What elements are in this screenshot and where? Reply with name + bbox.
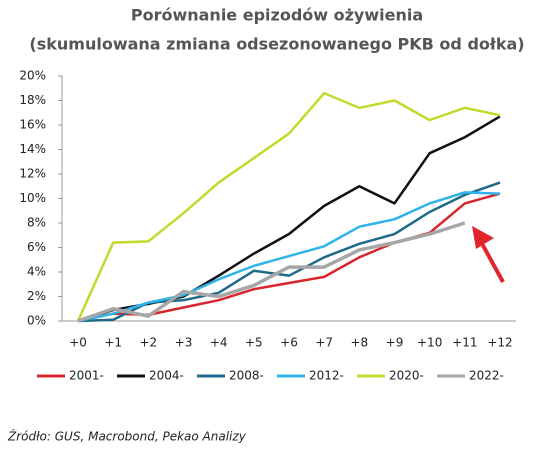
y-tick-label: 0% xyxy=(27,314,46,328)
x-tick-label: +10 xyxy=(417,336,442,350)
legend-label: 2022- xyxy=(469,369,504,383)
series-line xyxy=(77,191,501,323)
series-line xyxy=(76,91,501,322)
arrow-shaft xyxy=(478,239,505,283)
x-tick-label: +11 xyxy=(452,336,477,350)
source: Źródło: GUS, Macrobond, Pekao Analizy xyxy=(7,429,247,444)
x-tick-label: +6 xyxy=(280,336,298,350)
y-tick-label: 18% xyxy=(19,93,46,107)
series-line xyxy=(77,221,466,323)
x-tick-label: +8 xyxy=(350,336,368,350)
y-tick-label: 12% xyxy=(19,167,46,181)
y-tick-label: 10% xyxy=(19,191,46,205)
y-tick-label: 8% xyxy=(27,216,46,230)
legend-label: 2001- xyxy=(69,369,104,383)
x-tick-label: +5 xyxy=(245,336,263,350)
chart-title: Porównanie epizodów ożywienia xyxy=(131,6,423,25)
y-tick-label: 20% xyxy=(19,69,46,83)
x-tick-label: +9 xyxy=(386,336,404,350)
chart-subtitle: (skumulowana zmiana odsezonowanego PKB o… xyxy=(29,35,524,54)
x-tick-label: +12 xyxy=(487,336,512,350)
x-tick-label: +3 xyxy=(175,336,193,350)
legend-label: 2004- xyxy=(149,369,184,383)
y-tick-label: 16% xyxy=(19,118,46,132)
y-tick-label: 14% xyxy=(19,142,46,156)
y-tick-label: 6% xyxy=(27,240,46,254)
legend-label: 2020- xyxy=(389,369,424,383)
y-tick-label: 4% xyxy=(27,265,46,279)
series-line xyxy=(77,115,501,323)
x-tick-label: +7 xyxy=(315,336,333,350)
x-tick-label: +0 xyxy=(69,336,87,350)
arrow-head xyxy=(472,226,494,249)
y-tick-label: 2% xyxy=(27,289,46,303)
x-tick-label: +1 xyxy=(104,336,122,350)
legend-label: 2012- xyxy=(309,369,344,383)
x-tick-label: +2 xyxy=(139,336,157,350)
legend-label: 2008- xyxy=(229,369,264,383)
series-line xyxy=(77,181,501,323)
x-tick-label: +4 xyxy=(210,336,228,350)
